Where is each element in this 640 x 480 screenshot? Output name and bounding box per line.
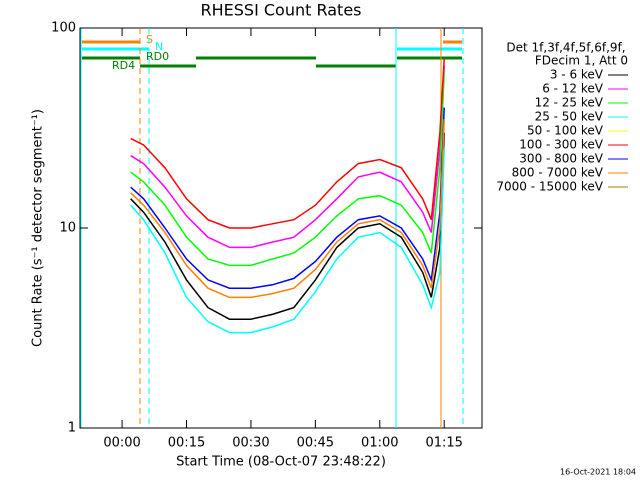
flag-label: RD0 — [146, 50, 169, 63]
y-tick-label: 100 — [51, 21, 76, 36]
series-line — [130, 119, 445, 299]
footer: 16-Oct-2021 18:04 — [560, 468, 636, 477]
x-tick-label: 00:00 — [103, 436, 140, 451]
series-line — [130, 58, 445, 229]
flag-label: N — [155, 40, 163, 53]
y-tick-label: 10 — [59, 221, 76, 236]
legend-label: 300 - 800 keV — [519, 152, 603, 166]
legend-label: 50 - 100 keV — [527, 124, 604, 138]
y-axis-label: Count Rate (s⁻¹ detector segment⁻¹) — [31, 109, 46, 347]
legend-label: 25 - 50 keV — [535, 110, 604, 124]
legend-label: 6 - 12 keV — [542, 82, 604, 96]
legend-label: 800 - 7000 keV — [512, 166, 604, 180]
x-tick-label: 01:00 — [361, 436, 398, 451]
chart-title: RHESSI Count Rates — [201, 1, 362, 20]
flag-bars — [82, 40, 462, 68]
series-line — [130, 148, 445, 334]
x-tick-label: 00:30 — [232, 436, 269, 451]
legend-header: FDecim 1, Att 0 — [535, 54, 628, 68]
flag-label: RD4 — [112, 59, 135, 72]
series-line — [130, 65, 445, 249]
legend-label: 7000 - 15000 keV — [496, 180, 603, 194]
legend-header: Det 1f,3f,4f,5f,6f,9f, — [506, 41, 625, 55]
legend-label: 12 - 25 keV — [535, 96, 604, 110]
legend-label: 3 - 6 keV — [550, 68, 604, 82]
x-tick-label: 01:15 — [425, 436, 462, 451]
x-tick-label: 00:45 — [297, 436, 334, 451]
legend-label: 100 - 300 keV — [519, 138, 603, 152]
series-line — [130, 132, 445, 320]
series-line — [130, 107, 445, 289]
y-tick-label: 1 — [68, 421, 76, 436]
x-axis-label: Start Time (08-Oct-07 23:48:22) — [176, 455, 386, 470]
x-tick-label: 00:15 — [168, 436, 205, 451]
series-line — [130, 72, 445, 267]
